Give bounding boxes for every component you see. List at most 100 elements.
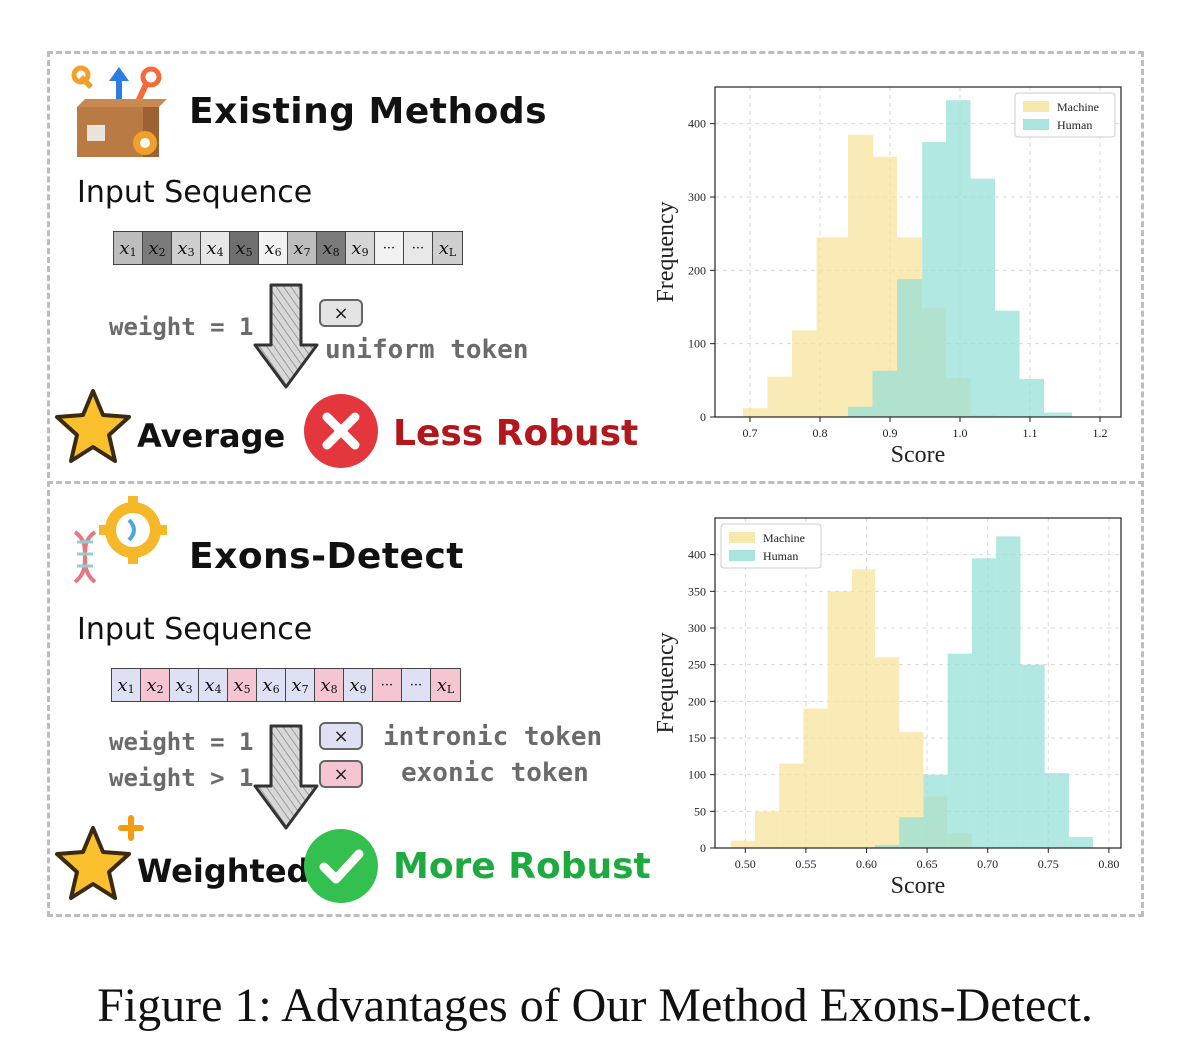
token-description: uniform token (325, 335, 529, 365)
histogram-bar (899, 817, 924, 848)
legend-swatch (1023, 119, 1049, 130)
histogram-bar (873, 156, 897, 417)
histogram-bar (792, 330, 817, 417)
histogram-bar (995, 310, 1020, 417)
legend-label: Human (763, 549, 798, 563)
y-axis-label: Frequency (653, 201, 679, 302)
weight-label: weight = 1 (109, 313, 254, 341)
histogram-chart: 0.50 0.55 0.60 0.65 0.70 0.75 0.80 0 50 100 150 200… (653, 517, 1122, 899)
y-tick-label: 350 (688, 584, 706, 598)
input-sequence-label: Input Sequence (77, 612, 313, 647)
histogram-bar (803, 708, 828, 848)
token-sequence: x 1 x 2 x 3 x 4 x 5 x 6 x 7 x 8 x 9 ··· ··· x L (111, 668, 461, 702)
histogram-bar (827, 591, 852, 848)
star-plus-icon (55, 815, 144, 900)
histogram-bar (767, 376, 792, 417)
uniform-token-box: × (319, 299, 363, 327)
histogram-bar (1044, 412, 1072, 417)
result-label: Average (137, 417, 286, 455)
histogram-bar (779, 763, 804, 848)
histogram-bar (874, 657, 900, 848)
method-title: Existing Methods (189, 91, 548, 132)
y-tick-label: 200 (688, 263, 706, 277)
panel-divider (47, 481, 1144, 484)
exonic-token-description: exonic token (401, 758, 589, 788)
token-cell: ··· (402, 669, 431, 701)
histogram-bar (946, 100, 971, 417)
histogram-bar (816, 237, 848, 417)
y-axis-label: Frequency (653, 632, 679, 733)
x-tick-label: 0.80 (1098, 857, 1119, 871)
toolbox-icon (71, 65, 167, 157)
plot-frame (714, 86, 1122, 418)
x-tick-label: 0.55 (795, 857, 816, 871)
token-cell: ··· (375, 232, 404, 264)
histogram-bar (1020, 664, 1045, 848)
y-tick-label: 250 (688, 658, 706, 672)
x-tick-label: 1.1 (1023, 426, 1038, 440)
y-tick-label: 50 (694, 804, 706, 818)
x-tick-label: 0.70 (977, 857, 998, 871)
token-cell: ··· (373, 669, 402, 701)
intronic-token-box: × (319, 722, 363, 750)
histogram-bar (874, 845, 900, 848)
y-tick-label: 300 (688, 621, 706, 635)
y-tick-label: 0 (700, 841, 706, 855)
histogram-bar (730, 840, 755, 848)
x-axis-label: Score (891, 873, 946, 899)
histogram-bar (848, 134, 874, 417)
figure-caption: Figure 1: Advantages of Our Method Exons… (97, 979, 1093, 1032)
down-arrow-icon (253, 283, 319, 389)
histogram-bar (996, 536, 1021, 848)
legend-label: Machine (1057, 100, 1099, 114)
legend-label: Machine (763, 531, 805, 545)
histogram-bar (971, 558, 997, 848)
weight-label-intronic: weight = 1 (109, 728, 254, 756)
y-tick-label: 100 (688, 337, 706, 351)
figure-frame (47, 51, 1144, 917)
y-tick-label: 150 (688, 731, 706, 745)
y-tick-label: 100 (688, 768, 706, 782)
result-label: Weighted (137, 852, 310, 890)
weight-label-exonic: weight > 1 (109, 764, 254, 792)
star-icon (55, 389, 131, 463)
x-tick-label: 0.60 (856, 857, 877, 871)
histogram-bar (1019, 378, 1044, 417)
x-tick-label: 0.9 (883, 426, 898, 440)
histogram-chart: 0.7 0.8 0.9 1.0 1.1 1.2 0 100 200 300 400 Score Freq… (653, 86, 1122, 468)
legend-swatch (729, 550, 755, 561)
intronic-token-description: intronic token (383, 722, 603, 752)
x-tick-label: 0.75 (1038, 857, 1059, 871)
y-tick-label: 400 (688, 548, 706, 562)
histogram-bar (1044, 773, 1069, 848)
x-tick-label: 0.8 (813, 426, 828, 440)
x-tick-label: 1.2 (1093, 426, 1108, 440)
x-tick-label: 0.65 (917, 857, 938, 871)
robustness-label: More Robust (393, 846, 651, 887)
y-tick-label: 200 (688, 694, 706, 708)
y-tick-label: 400 (688, 117, 706, 131)
histogram-bar (970, 178, 995, 417)
histogram-bar (1068, 837, 1094, 848)
histogram-bar (851, 569, 875, 848)
y-tick-label: 0 (700, 410, 706, 424)
cross-icon (304, 394, 378, 468)
x-axis-label: Score (891, 442, 946, 468)
